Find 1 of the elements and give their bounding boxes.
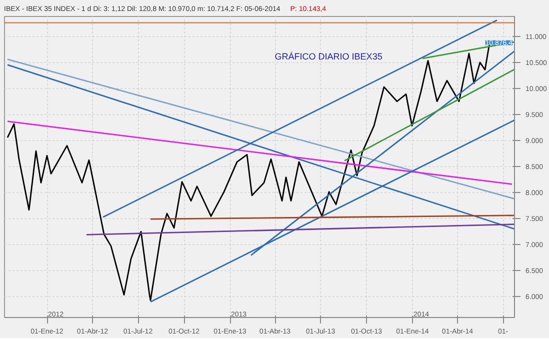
text: GRÁFICO DIARIO IBEX35 [274,52,382,62]
